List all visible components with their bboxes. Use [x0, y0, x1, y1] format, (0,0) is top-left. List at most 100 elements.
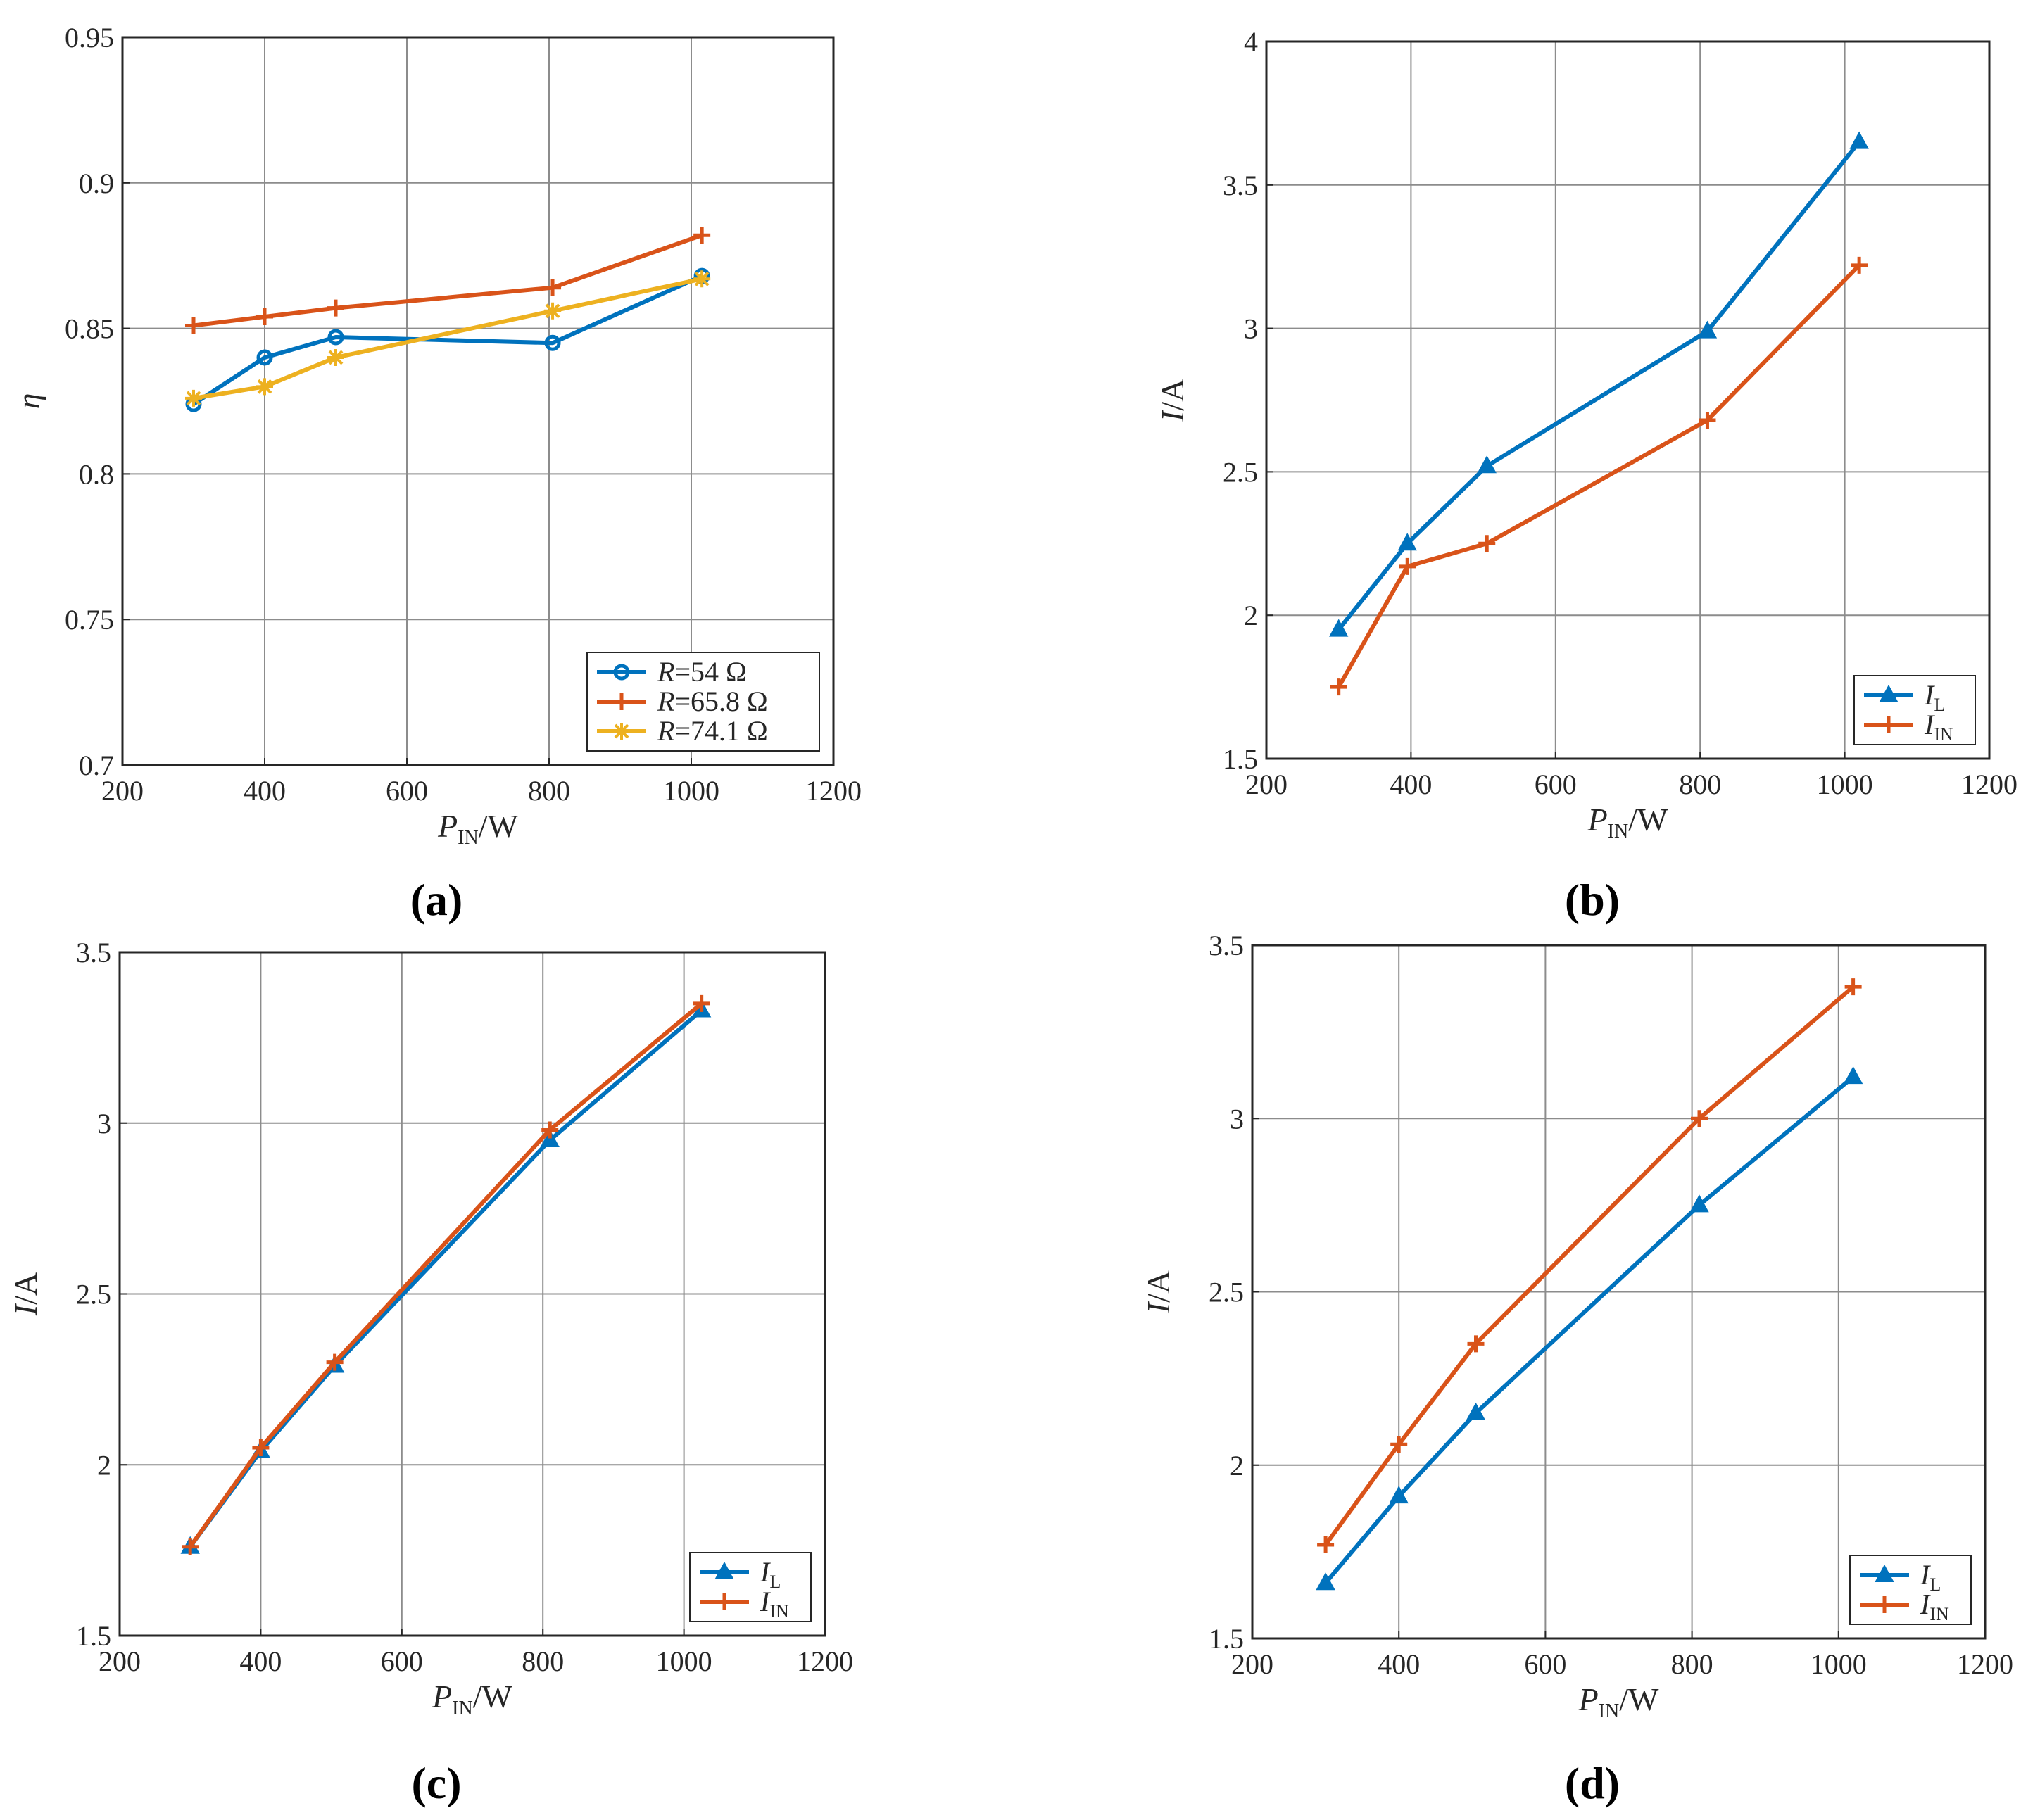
x-axis-label-main: P [1578, 1681, 1599, 1717]
legend-marker [613, 723, 630, 740]
x-tick-label: 1200 [1957, 1648, 2013, 1680]
y-tick-label: 3 [1244, 313, 1258, 345]
x-axis-label-main: P [432, 1679, 452, 1714]
x-tick-label: 800 [522, 1645, 564, 1677]
x-tick-label: 400 [1390, 769, 1432, 800]
data-point [1466, 1402, 1486, 1420]
data-point [1699, 412, 1716, 429]
x-axis-label-unit: /W [479, 808, 519, 844]
data-point [544, 279, 562, 296]
legend-label: IIN [760, 1586, 789, 1622]
y-tick-label: 0.8 [79, 458, 114, 490]
data-point [1478, 535, 1496, 552]
data-point [256, 349, 273, 366]
data-point [256, 378, 273, 396]
y-axis-label-main: I [1140, 1301, 1176, 1314]
legend-label: R=74.1 Ω [657, 715, 768, 747]
legend-marker [1880, 716, 1897, 733]
y-axis-label-unit: /A [8, 1272, 44, 1305]
data-point [540, 1129, 560, 1148]
legend-marker [1876, 1596, 1893, 1613]
legend-label-main: I [1920, 1559, 1931, 1591]
x-axis-label-main: P [437, 808, 458, 844]
x-axis-label-unit: /W [1619, 1681, 1659, 1717]
legend-label-main: I [1920, 1588, 1931, 1620]
data-point [1467, 1335, 1485, 1353]
x-axis-label-sub: IN [452, 1698, 473, 1719]
legend-marker [613, 664, 630, 681]
x-axis-label: PIN/W [1578, 1681, 1659, 1722]
data-point [182, 1538, 199, 1555]
x-axis-label: PIN/W [432, 1679, 512, 1719]
data-point [1316, 1572, 1335, 1591]
legend-label-sub: L [1934, 695, 1945, 715]
y-axis-label: I/A [1140, 1270, 1176, 1314]
legend-label: IL [760, 1556, 781, 1592]
legend-label: IL [1920, 1559, 1941, 1595]
legend-label-rest: =74.1 Ω [674, 715, 767, 747]
legend-marker [1875, 1564, 1894, 1582]
chart-panel: 200 400 600 800 1000 12001.522.533.5PIN/WI/AI… [8, 937, 853, 1808]
legend-label: IL [1924, 679, 1945, 715]
y-tick-label: 3.5 [76, 937, 111, 968]
data-point [1691, 1110, 1708, 1127]
x-axis-label-unit: /W [473, 1679, 513, 1714]
legend-marker [613, 693, 630, 710]
legend-label: R=54 Ω [657, 656, 747, 688]
legend-label-main: R [657, 656, 674, 688]
y-tick-label: 1.5 [1209, 1623, 1244, 1655]
data-point [327, 329, 344, 346]
data-point [1317, 1536, 1335, 1554]
data-point [327, 299, 344, 317]
y-tick-label: 3 [97, 1108, 111, 1139]
panels: 200 400 600 800 1000 1200 0.7 0.75 0.8 0.85 0.9 0.9… [8, 22, 2017, 1808]
data-point [1397, 533, 1417, 551]
y-tick-label: 0.7 [79, 750, 114, 781]
legend-label-main: I [760, 1556, 771, 1588]
panel-caption: (a) [410, 875, 463, 925]
legend-label-sub: L [769, 1572, 781, 1592]
y-axis-label-unit: /A [1140, 1270, 1176, 1303]
legend-box [1849, 1555, 1972, 1625]
data-point [544, 334, 561, 351]
legend-label-sub: L [1929, 1574, 1941, 1595]
panel-caption: (c) [411, 1758, 461, 1808]
data-point [1851, 256, 1868, 274]
data-point [1689, 1194, 1709, 1213]
axes-box [1265, 40, 1991, 760]
x-tick-label: 600 [1524, 1648, 1566, 1680]
x-tick-label: 1200 [1961, 769, 2017, 800]
x-axis-label-main: P [1587, 802, 1608, 838]
data-point [1697, 320, 1718, 339]
x-tick-label: 1200 [805, 775, 862, 807]
data-point [185, 389, 202, 407]
x-tick-label: 200 [101, 775, 144, 807]
data-point [1849, 131, 1869, 149]
x-tick-label: 200 [1231, 1648, 1273, 1680]
y-tick-label: 0.85 [65, 313, 114, 345]
x-tick-label: 400 [239, 1645, 282, 1677]
plot-area [122, 37, 833, 765]
y-tick-label: 1.5 [1223, 743, 1258, 775]
legend-marker [1879, 684, 1899, 702]
legend-marker [714, 1561, 734, 1579]
x-tick-label: 600 [381, 1645, 423, 1677]
y-tick-label: 4 [1244, 26, 1258, 58]
legend-box [689, 1552, 812, 1622]
x-axis-label: PIN/W [437, 808, 518, 849]
x-tick-label: 1000 [656, 1645, 712, 1677]
y-tick-label: 2.5 [76, 1279, 111, 1310]
data-point [1329, 619, 1349, 637]
x-axis-label-unit: /W [1628, 802, 1668, 838]
x-tick-label: 200 [1245, 769, 1287, 800]
legend-label-rest: =65.8 Ω [674, 685, 767, 717]
data-point [256, 308, 273, 326]
data-point [693, 994, 710, 1012]
x-axis-label-sub: IN [1608, 821, 1629, 842]
y-tick-label: 0.95 [65, 22, 114, 53]
x-axis-label-sub: IN [458, 827, 479, 849]
x-tick-label: 1000 [1811, 1648, 1867, 1680]
